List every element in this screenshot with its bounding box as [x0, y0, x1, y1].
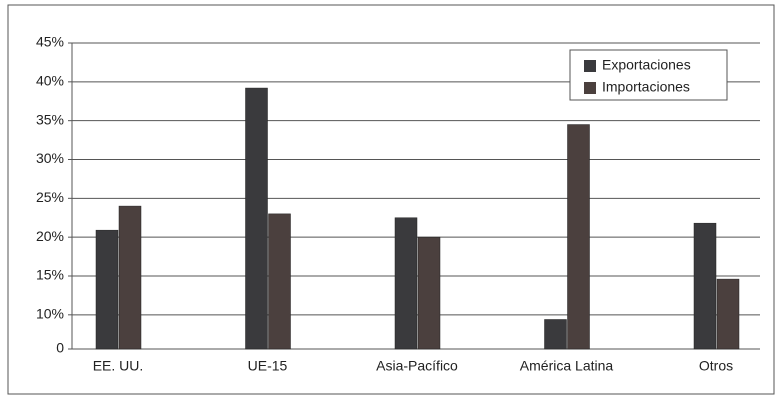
- y-tick-label: 0: [56, 340, 64, 356]
- legend-swatch: [584, 60, 596, 72]
- x-tick-label: UE-15: [248, 358, 288, 374]
- y-tick-label: 30%: [36, 150, 64, 166]
- x-tick-label: Otros: [699, 358, 733, 374]
- legend-box: [569, 49, 728, 101]
- y-tick-label: 15%: [36, 267, 64, 283]
- y-tick-label: 10%: [36, 306, 64, 322]
- legend-label: Exportaciones: [602, 57, 691, 73]
- bar: [417, 236, 441, 350]
- y-tick-label: 25%: [36, 189, 64, 205]
- bar: [716, 278, 740, 350]
- legend-swatch: [584, 82, 596, 94]
- bar: [268, 213, 291, 350]
- bar: [544, 319, 567, 350]
- bar: [394, 217, 418, 350]
- bar: [95, 229, 119, 350]
- y-tick-label: 40%: [36, 73, 64, 89]
- x-tick-label: Asia-Pacífico: [376, 358, 458, 374]
- x-tick-label: América Latina: [520, 358, 614, 374]
- y-tick-label: 20%: [36, 228, 64, 244]
- legend-label: Importaciones: [602, 79, 690, 95]
- bar: [245, 87, 268, 350]
- bar: [567, 124, 590, 350]
- y-tick-label: 35%: [36, 111, 64, 127]
- y-tick-label: 45%: [36, 34, 64, 50]
- x-tick-label: EE. UU.: [93, 358, 144, 374]
- bar: [118, 205, 142, 350]
- frame: [7, 4, 775, 395]
- bar: [693, 222, 717, 350]
